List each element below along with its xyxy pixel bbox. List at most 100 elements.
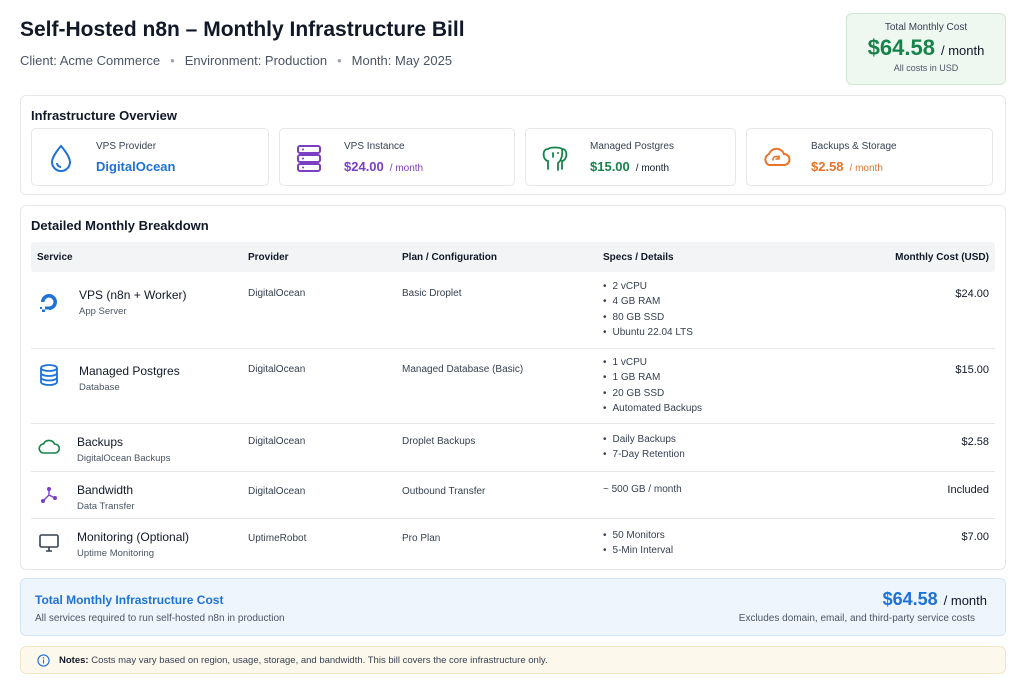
summary-subtitle: All services required to run self-hosted… (35, 613, 285, 624)
service-plan: Pro Plan (402, 533, 441, 544)
overview-title: Infrastructure Overview (31, 108, 177, 123)
column-header-specs: Specs / Details (603, 252, 674, 263)
database-icon (40, 364, 58, 386)
service-cost: $24.00 (955, 288, 989, 300)
service-name: Managed Postgres (79, 364, 180, 378)
month-label: Month: May 2025 (351, 53, 453, 68)
card-per: / month (389, 163, 424, 174)
service-subtitle: App Server (79, 306, 127, 317)
service-provider: DigitalOcean (248, 288, 306, 299)
notes-banner: Notes: Costs may vary based on region, u… (20, 646, 1006, 674)
service-plan: Outbound Transfer (402, 486, 486, 497)
spec-item: 1 vCPU (603, 355, 702, 370)
overview-card-backups-storage: Backups & Storage $2.58 / month (746, 128, 993, 186)
spec-item: 2 vCPU (603, 279, 693, 294)
table-row: Bandwidth Data Transfer DigitalOcean Out… (31, 472, 995, 519)
detailed-breakdown-panel: Detailed Monthly Breakdown Service Provi… (20, 205, 1006, 570)
service-name: Backups (77, 435, 124, 449)
table-row: VPS (n8n + Worker) App Server DigitalOce… (31, 272, 995, 349)
card-value: $24.00 (344, 159, 384, 174)
service-subtitle: Uptime Monitoring (77, 548, 155, 559)
table-row: Monitoring (Optional) Uptime Monitoring … (31, 519, 995, 567)
spec-item: 20 GB SSD (603, 386, 702, 401)
spec-item: Ubuntu 22.04 LTS (603, 325, 693, 340)
droplet-icon (50, 144, 72, 172)
service-specs-text: ~ 500 GB / month (603, 484, 682, 495)
page-title: Self-Hosted n8n – Monthly Infrastructure… (20, 18, 465, 41)
notes-label: Notes: (59, 655, 89, 666)
elephant-icon (542, 146, 568, 171)
spec-item: 50 Monitors (603, 528, 673, 543)
monitor-icon (39, 534, 59, 552)
spec-item: 80 GB SSD (603, 310, 693, 325)
summary-per: / month (943, 593, 987, 608)
table-row: Backups DigitalOcean Backups DigitalOcea… (31, 424, 995, 472)
network-icon (41, 487, 57, 503)
overview-card-vps-provider: VPS Provider DigitalOcean (31, 128, 269, 186)
service-name: VPS (n8n + Worker) (79, 288, 187, 302)
overview-card-vps-instance: VPS Instance $24.00 / month (279, 128, 515, 186)
service-cost: Included (947, 484, 989, 496)
service-specs: 50 Monitors 5-Min Interval (603, 528, 674, 559)
service-provider: DigitalOcean (248, 486, 306, 497)
spec-item: 4 GB RAM (603, 294, 693, 309)
service-provider: DigitalOcean (248, 364, 306, 375)
table-header: Service Provider Plan / Configuration Sp… (31, 242, 995, 272)
meta-separator: • (337, 53, 342, 68)
summary-excludes: Excludes domain, email, and third-party … (738, 613, 975, 624)
service-cost: $7.00 (961, 531, 989, 543)
cloud-icon (38, 439, 61, 454)
service-plan: Basic Droplet (402, 288, 462, 299)
bill-meta: Client: Acme Commerce • Environment: Pro… (20, 53, 452, 68)
service-subtitle: Data Transfer (77, 501, 135, 512)
total-cost-label: Total Monthly Cost (884, 22, 968, 33)
server-icon (297, 145, 321, 172)
column-header-plan: Plan / Configuration (402, 252, 497, 263)
card-value: DigitalOcean (96, 159, 176, 174)
card-per: / month (635, 163, 670, 174)
spec-item: 5-Min Interval (603, 543, 674, 558)
info-icon (37, 654, 50, 667)
service-provider: DigitalOcean (248, 436, 306, 447)
notes-text: Costs may vary based on region, usage, s… (88, 655, 548, 666)
service-name: Monitoring (Optional) (77, 530, 190, 544)
total-cost-amount: $64.58 (867, 35, 935, 60)
service-plan: Managed Database (Basic) (402, 364, 524, 375)
total-infrastructure-summary: Total Monthly Infrastructure Cost All se… (20, 578, 1006, 636)
service-provider: UptimeRobot (248, 533, 307, 544)
card-value: $2.58 (811, 159, 844, 174)
service-name: Bandwidth (77, 483, 134, 497)
digitalocean-icon (40, 294, 57, 312)
meta-separator: • (170, 53, 175, 68)
service-cost: $15.00 (955, 364, 989, 376)
environment-label: Environment: Production (184, 53, 328, 68)
card-value: $15.00 (590, 159, 630, 174)
service-subtitle: DigitalOcean Backups (77, 453, 171, 464)
cloud-sync-icon (764, 147, 791, 166)
card-label: VPS Instance (344, 141, 405, 152)
column-header-service: Service (37, 252, 73, 263)
spec-item: Automated Backups (603, 401, 703, 416)
service-specs: Daily Backups 7-Day Retention (603, 432, 685, 463)
service-cost: $2.58 (961, 436, 989, 448)
spec-item: Daily Backups (603, 432, 685, 447)
table-row: Managed Postgres Database DigitalOcean M… (31, 349, 995, 424)
total-monthly-cost-box: Total Monthly Cost $64.58 / month All co… (846, 13, 1006, 85)
total-cost-per: / month (940, 43, 985, 58)
overview-card-managed-postgres: Managed Postgres $15.00 / month (525, 128, 736, 186)
card-label: Backups & Storage (811, 141, 897, 152)
total-cost-note: All costs in USD (893, 63, 959, 73)
service-specs: 1 vCPU 1 GB RAM 20 GB SSD Automated Back… (603, 355, 703, 416)
summary-amount: $64.58 (882, 589, 938, 609)
service-subtitle: Database (79, 382, 120, 393)
card-label: VPS Provider (96, 141, 157, 152)
card-label: Managed Postgres (590, 141, 674, 152)
client-label: Client: Acme Commerce (20, 53, 161, 68)
spec-item: 7-Day Retention (603, 447, 685, 462)
card-per: / month (849, 163, 883, 174)
infrastructure-overview-panel: Infrastructure Overview VPS Provider Dig… (20, 95, 1006, 195)
column-header-monthly-cost: Monthly Cost (USD) (895, 252, 989, 263)
service-plan: Droplet Backups (402, 436, 476, 447)
breakdown-title: Detailed Monthly Breakdown (31, 218, 209, 233)
service-specs: 2 vCPU 4 GB RAM 80 GB SSD Ubuntu 22.04 L… (603, 279, 693, 340)
